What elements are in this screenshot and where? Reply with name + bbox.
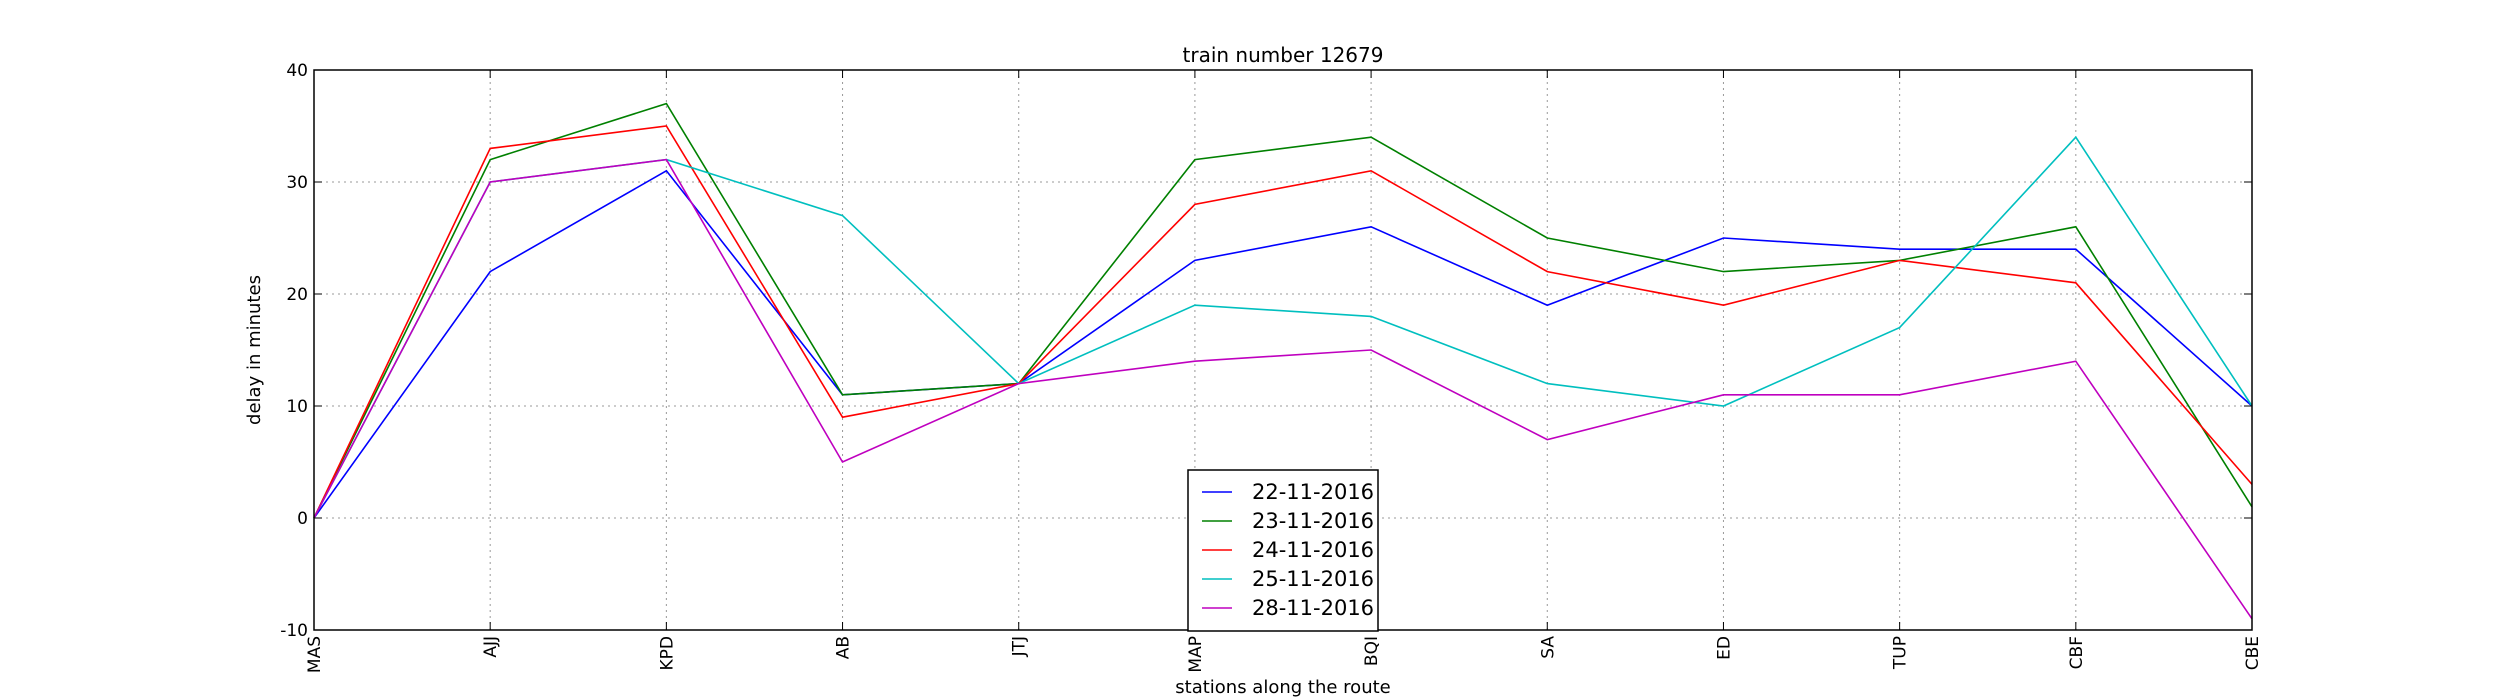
legend-box (1187, 469, 1379, 632)
x-tick-label: KPD (657, 636, 677, 671)
series-line-23-11-2016 (313, 102, 2253, 519)
y-tick-label: 40 (286, 61, 308, 81)
axis-ticks (313, 69, 2253, 631)
y-tick-labels: -10 0 10 20 30 40 (280, 61, 308, 641)
legend-label: 25-11-2016 (1252, 567, 1374, 591)
y-tick-label: -10 (280, 621, 308, 641)
x-tick-label: CBE (2243, 636, 2263, 670)
x-tick-label: TUP (1891, 636, 1911, 670)
series-line-25-11-2016 (313, 135, 2253, 519)
legend-label: 23-11-2016 (1252, 509, 1374, 533)
y-axis-title: delay in minutes (244, 275, 265, 425)
series-line-22-11-2016 (313, 169, 2253, 519)
x-axis-title: stations along the route (1175, 677, 1390, 698)
x-tick-label: MAS (305, 636, 325, 673)
legend-label: 22-11-2016 (1252, 480, 1374, 504)
x-tick-label: CBF (2067, 636, 2087, 669)
x-tick-label: SA (1538, 636, 1558, 659)
grid (314, 70, 2252, 630)
x-tick-label: ED (1714, 636, 1734, 660)
x-tick-label: AJJ (481, 636, 501, 658)
legend: 22-11-2016 23-11-2016 24-11-2016 25-11-2016… (1187, 469, 1379, 632)
x-tick-labels: MAS AJJ KPD AB JTJ MAP BQI SA ED TUP CBF CBE (305, 636, 2263, 673)
series-line-24-11-2016 (313, 125, 2253, 519)
legend-label: 24-11-2016 (1252, 538, 1374, 562)
legend-label: 28-11-2016 (1252, 596, 1374, 620)
y-tick-label: 20 (286, 285, 308, 305)
y-tick-label: 0 (297, 509, 308, 529)
y-tick-label: 30 (286, 173, 308, 193)
series-line-28-11-2016 (313, 158, 2253, 620)
x-tick-label: BQI (1362, 636, 1382, 666)
y-tick-label: 10 (286, 397, 308, 417)
chart-title: train number 12679 (1183, 43, 1384, 67)
series-lines (313, 102, 2253, 620)
x-tick-label: AB (834, 636, 854, 659)
x-tick-label: MAP (1186, 636, 1206, 673)
x-tick-label: JTJ (1010, 636, 1030, 657)
